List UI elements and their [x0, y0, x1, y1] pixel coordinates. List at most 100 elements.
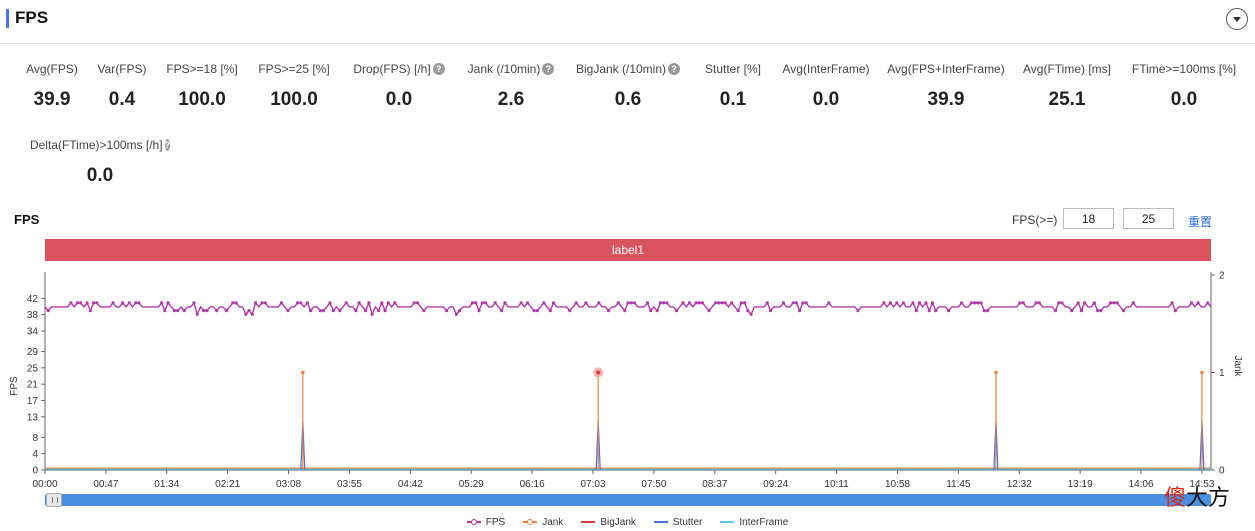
fps-point [972, 301, 977, 305]
y2-tick-label: 1 [1219, 368, 1225, 379]
help-icon[interactable]: ? [542, 63, 555, 75]
fps-point [231, 301, 235, 305]
legend-item-stutter[interactable]: Stutter [653, 514, 702, 530]
x-tick-label: 07:03 [581, 479, 606, 490]
legend-label: FPS [485, 516, 506, 528]
fps-point [166, 301, 170, 305]
metric-label-text: Var(FPS) [97, 62, 147, 76]
fps-point [279, 301, 284, 305]
fps-point [160, 301, 164, 305]
fps-point [794, 301, 799, 305]
fps-point [804, 301, 808, 305]
legend-label: Jank [542, 516, 564, 528]
metric-label-text: Jank (/10min) [467, 62, 541, 76]
help-icon[interactable]: ? [432, 63, 445, 75]
fps-point [172, 309, 177, 313]
metric-value: 2.6 [497, 89, 525, 110]
fps-point [137, 301, 141, 305]
fps-point [798, 309, 802, 313]
fps-point [286, 309, 290, 313]
fps-point [717, 301, 721, 305]
fps-point [924, 301, 928, 305]
metric-value: 0.0 [86, 165, 114, 186]
fps-point [88, 309, 92, 313]
fps-point [338, 309, 342, 313]
y-tick-label: 21 [27, 380, 39, 391]
fps-point [1121, 309, 1126, 313]
threshold-high-input[interactable] [1123, 208, 1174, 229]
metric-label-text: Avg(InterFrame) [782, 62, 870, 76]
legend-item-jank[interactable]: Jank [523, 514, 563, 530]
fps-point [412, 301, 416, 305]
metric-label: Stutter [%] [663, 61, 803, 77]
y-tick-label: 17 [27, 396, 39, 407]
fps-point [380, 301, 384, 305]
fps-point [234, 301, 238, 305]
metric-0: Avg(FPS) 39.9 [0, 61, 122, 111]
collapse-toggle-icon[interactable] [1226, 8, 1248, 30]
metric-value: 39.9 [33, 89, 71, 110]
fps-point [827, 301, 831, 305]
metric-value: 0.0 [1170, 89, 1198, 110]
threshold-low-input[interactable] [1063, 208, 1114, 229]
fps-point [127, 301, 131, 305]
fps-point [1099, 309, 1103, 313]
metric-label: Avg(FPS+InterFrame) [876, 61, 1016, 77]
fps-point [1053, 309, 1058, 313]
fps-point [503, 301, 507, 305]
fps-point [1060, 301, 1064, 305]
fps-point [383, 309, 387, 313]
legend-item-interframe[interactable]: InterFrame [720, 514, 788, 530]
metric-value: 0.4 [108, 89, 136, 110]
fps-point [1092, 301, 1096, 305]
metric-label-text: Avg(FPS+InterFrame) [887, 62, 1005, 76]
fps-point [205, 309, 209, 313]
fps-point [1131, 301, 1135, 305]
fps-point [1096, 309, 1100, 313]
fps-point [247, 309, 251, 313]
label-bar[interactable]: label1 [45, 239, 1211, 261]
fps-point [354, 309, 358, 313]
y2-tick-label: 2 [1219, 271, 1225, 282]
fps-chart[interactable]: 0 4 8 13 17 21 25 29 34 38 42 0 1 2 00:00 00:47 01:34 02:… [0, 262, 1255, 492]
help-icon[interactable]: ? [668, 63, 681, 75]
fps-point [299, 301, 303, 305]
fps-point [121, 301, 125, 305]
fps-point [253, 301, 258, 305]
watermark-char1: 傻 [1164, 486, 1187, 511]
fps-point [743, 301, 747, 305]
metric-label-text: Stutter [%] [704, 62, 762, 76]
reset-link[interactable]: 重置 [1188, 215, 1213, 229]
fps-point [1083, 301, 1087, 305]
legend-item-fps[interactable]: FPS [466, 514, 506, 530]
fps-point [367, 301, 371, 305]
x-tick-label: 05:29 [459, 479, 484, 490]
fps-point [519, 301, 523, 305]
fps-chart-title: FPS [14, 212, 40, 227]
x-tick-label: 12:32 [1007, 479, 1032, 490]
fps-point [1170, 301, 1174, 305]
fps-point [697, 301, 701, 305]
metric-11: FTime>=100ms [%] 0.0 [1114, 61, 1254, 111]
x-tick-label: 07:50 [641, 479, 666, 490]
fps-point [493, 301, 497, 305]
fps-point [202, 309, 206, 313]
scrollbar-handle-left[interactable] [46, 493, 62, 507]
fps-point [1018, 301, 1022, 305]
fps-point [901, 301, 905, 305]
fps-point [250, 312, 254, 316]
fps-point [947, 309, 951, 313]
fps-point [480, 301, 484, 305]
legend-item-bigjank[interactable]: BigJank [581, 514, 636, 530]
legend-swatch [523, 519, 538, 525]
metric-label-text: FPS>=18 [%] [166, 62, 238, 76]
time-scrollbar[interactable] [45, 494, 1211, 506]
metric-value: 39.9 [927, 89, 965, 110]
y-tick-label: 8 [32, 433, 38, 444]
fps-point [768, 309, 773, 313]
x-tick-label: 10:58 [885, 479, 910, 490]
y-axis-label: FPS [9, 376, 20, 396]
help-icon[interactable]: ? [164, 139, 171, 151]
fps-point [720, 301, 724, 305]
fps-point [629, 301, 633, 305]
